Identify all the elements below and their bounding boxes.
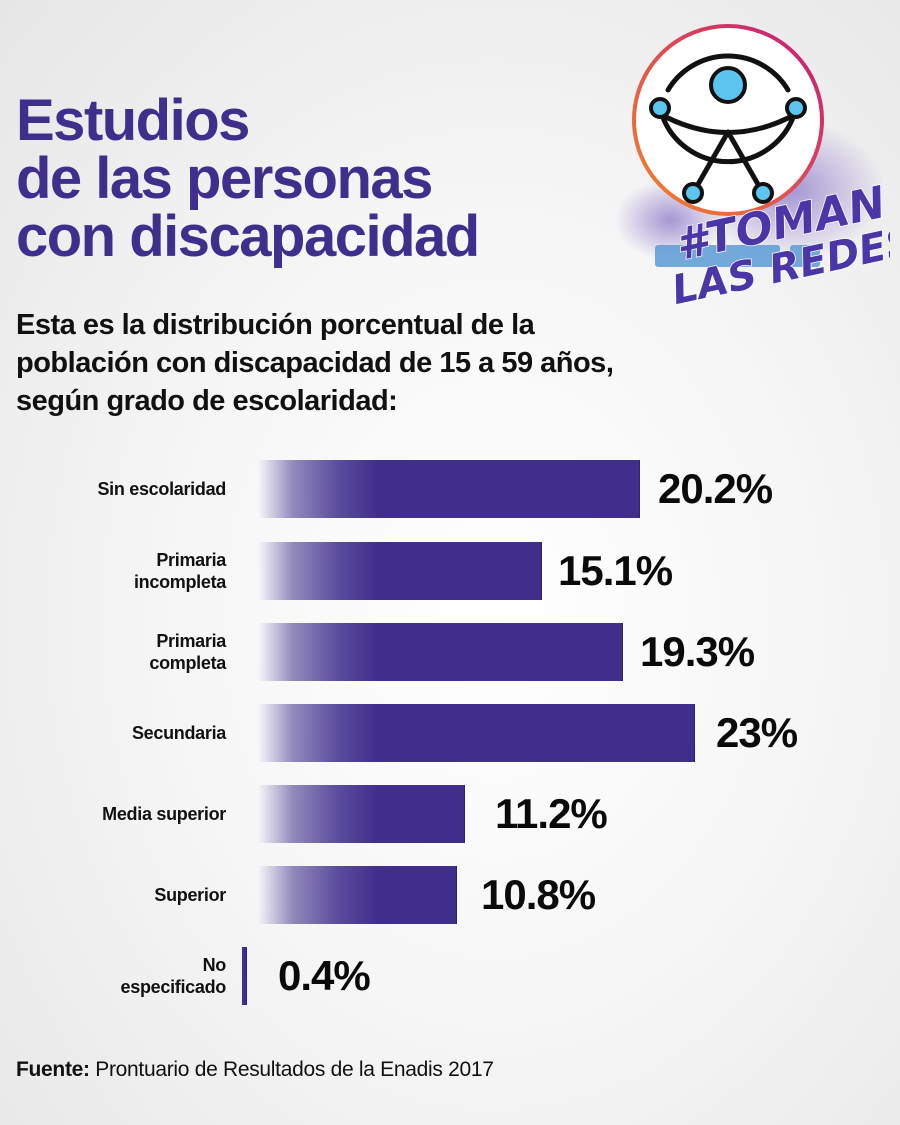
category-label: Sin escolaridad bbox=[97, 479, 226, 499]
source-note: Fuente: Prontuario de Resultados de la E… bbox=[16, 1058, 494, 1082]
bar bbox=[258, 866, 457, 924]
page-title: Estudios de las personas con discapacida… bbox=[16, 88, 480, 269]
source-prefix: Fuente: bbox=[16, 1058, 90, 1081]
category-label: Primaria completa bbox=[149, 631, 226, 673]
title-line-3: con discapacidad bbox=[16, 204, 480, 269]
category-label: Media superior bbox=[102, 804, 226, 824]
value-label: 15.1% bbox=[558, 547, 673, 594]
chart-row: Secundaria 23% bbox=[0, 704, 900, 762]
chart-row: Superior 10.8% bbox=[0, 866, 900, 924]
value-label: 19.3% bbox=[640, 628, 755, 675]
category-label: Secundaria bbox=[131, 723, 226, 743]
value-label: 20.2% bbox=[658, 465, 773, 512]
bar bbox=[258, 623, 623, 681]
category-label: Superior bbox=[154, 885, 226, 905]
chart-row: Sin escolaridad 20.2% bbox=[0, 460, 900, 518]
bar bbox=[258, 460, 640, 518]
chart-subtitle: Esta es la distribución porcentual de la… bbox=[16, 309, 614, 417]
chart-row: No especificado 0.4% bbox=[0, 947, 900, 1005]
title-line-1: Estudios bbox=[16, 88, 250, 153]
value-label: 23% bbox=[716, 709, 798, 756]
bar bbox=[258, 704, 695, 762]
accessibility-icon bbox=[659, 53, 797, 196]
bar bbox=[258, 785, 465, 843]
title-line-2: de las personas bbox=[16, 146, 433, 211]
category-label: Primaria incompleta bbox=[133, 550, 226, 592]
chart-row: Primaria completa 19.3% bbox=[0, 623, 900, 681]
chart-row: Media superior 11.2% bbox=[0, 785, 900, 843]
value-label: 0.4% bbox=[278, 952, 371, 999]
value-label: 11.2% bbox=[495, 790, 608, 837]
toman-las-redes-logo: #TOMAN LAS REDES bbox=[615, 24, 890, 310]
bar bbox=[242, 947, 247, 1005]
value-label: 10.8% bbox=[481, 871, 596, 918]
category-label: No especificado bbox=[120, 955, 227, 997]
chart-row: Primaria incompleta 15.1% bbox=[0, 542, 900, 600]
source-text: Prontuario de Resultados de la Enadis 20… bbox=[89, 1058, 494, 1081]
bar bbox=[258, 542, 542, 600]
